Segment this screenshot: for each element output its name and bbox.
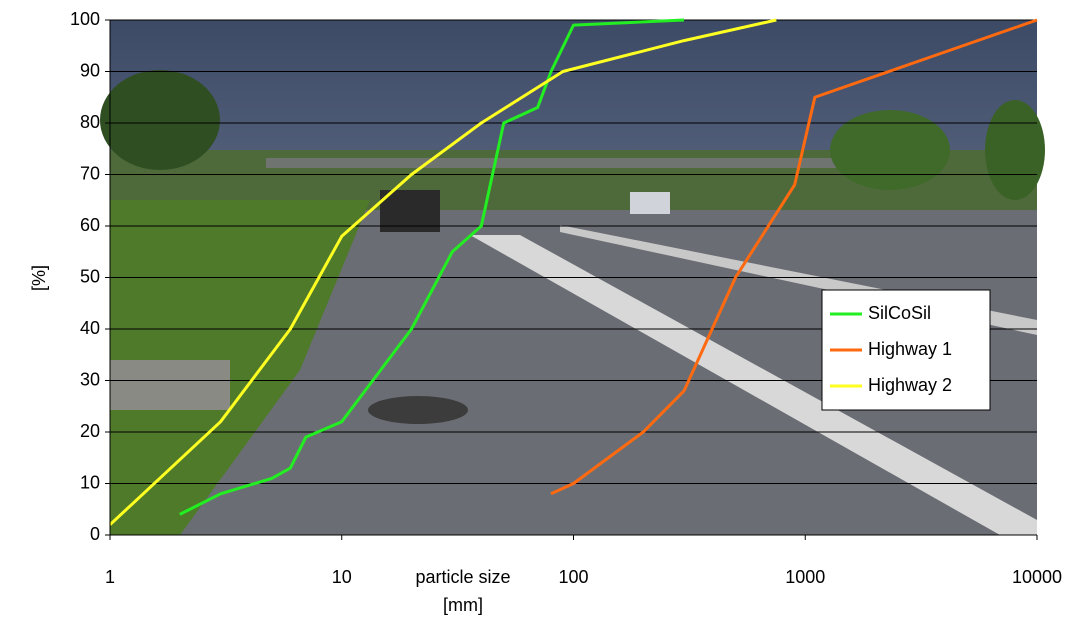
y-tick-label: 90: [80, 60, 100, 80]
chart: 0102030405060708090100110100100010000 [%…: [0, 0, 1077, 627]
x-tick-label: 100: [558, 567, 588, 587]
x-tick-label: 10: [332, 567, 352, 587]
legend-label: Highway 2: [868, 375, 952, 395]
x-axis-unit: [mm]: [443, 595, 483, 615]
legend: SilCoSil Highway 1 Highway 2: [822, 290, 990, 410]
y-tick-label: 20: [80, 421, 100, 441]
x-tick-label: 1: [105, 567, 115, 587]
y-tick-label: 40: [80, 318, 100, 338]
legend-label: SilCoSil: [868, 303, 931, 323]
y-tick-label: 100: [70, 9, 100, 29]
y-tick-label: 80: [80, 112, 100, 132]
y-tick-label: 30: [80, 369, 100, 389]
y-axis-label: [%]: [29, 265, 49, 291]
x-axis-label: particle size: [415, 567, 510, 587]
y-tick-label: 50: [80, 266, 100, 286]
x-tick-label: 1000: [785, 567, 825, 587]
y-tick-label: 70: [80, 163, 100, 183]
y-tick-label: 10: [80, 472, 100, 492]
legend-label: Highway 1: [868, 339, 952, 359]
y-tick-label: 60: [80, 215, 100, 235]
x-tick-label: 10000: [1012, 567, 1062, 587]
y-tick-label: 0: [90, 524, 100, 544]
